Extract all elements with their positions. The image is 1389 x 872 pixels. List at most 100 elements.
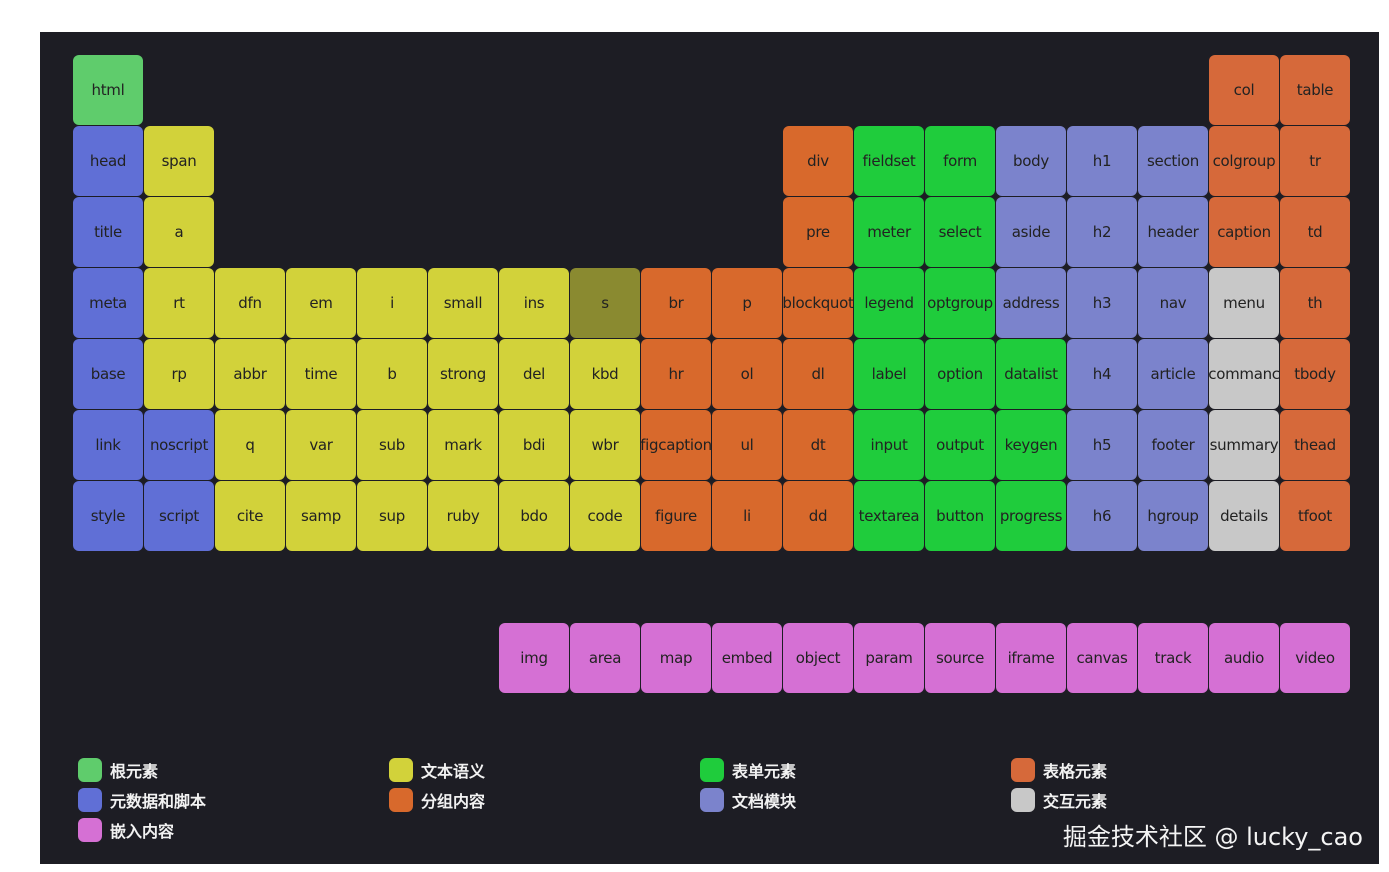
element-cell-iframe: iframe	[996, 623, 1066, 693]
element-cell-output: output	[925, 410, 995, 480]
element-cell-dd: dd	[783, 481, 853, 551]
element-cell-hr: hr	[641, 339, 711, 409]
element-cell-blockquot: blockquot	[783, 268, 853, 338]
element-cell-code: code	[570, 481, 640, 551]
element-cell-td: td	[1280, 197, 1350, 267]
legend-item-text: 文本语义	[389, 758, 485, 782]
element-cell-h4: h4	[1067, 339, 1137, 409]
element-cell-figcaption: figcaption	[641, 410, 711, 480]
element-cell-head: head	[73, 126, 143, 196]
element-cell-nav: nav	[1138, 268, 1208, 338]
legend-label: 交互元素	[1043, 792, 1108, 811]
element-cell-tfoot: tfoot	[1280, 481, 1350, 551]
element-cell-rp: rp	[144, 339, 214, 409]
legend-item-table: 表格元素	[1011, 758, 1107, 782]
element-cell-h3: h3	[1067, 268, 1137, 338]
element-cell-cite: cite	[215, 481, 285, 551]
legend-item-embedded: 嵌入内容	[78, 818, 174, 842]
element-cell-keygen: keygen	[996, 410, 1066, 480]
element-cell-col: col	[1209, 55, 1279, 125]
legend-swatch	[700, 758, 724, 782]
element-cell-noscript: noscript	[144, 410, 214, 480]
legend-label: 元数据和脚本	[110, 792, 207, 811]
element-cell-link: link	[73, 410, 143, 480]
element-cell-colgroup: colgroup	[1209, 126, 1279, 196]
element-cell-base: base	[73, 339, 143, 409]
element-cell-ol: ol	[712, 339, 782, 409]
element-cell-summary: summary	[1209, 410, 1279, 480]
element-cell-pre: pre	[783, 197, 853, 267]
element-cell-samp: samp	[286, 481, 356, 551]
element-cell-time: time	[286, 339, 356, 409]
element-cell-canvas: canvas	[1067, 623, 1137, 693]
element-cell-legend: legend	[854, 268, 924, 338]
element-cell-address: address	[996, 268, 1066, 338]
element-cell-source: source	[925, 623, 995, 693]
element-cell-ruby: ruby	[428, 481, 498, 551]
element-cell-sup: sup	[357, 481, 427, 551]
element-cell-del: del	[499, 339, 569, 409]
element-cell-thead: thead	[1280, 410, 1350, 480]
element-cell-h5: h5	[1067, 410, 1137, 480]
element-cell-article: article	[1138, 339, 1208, 409]
element-cell-hgroup: hgroup	[1138, 481, 1208, 551]
element-cell-span: span	[144, 126, 214, 196]
element-cell-mark: mark	[428, 410, 498, 480]
element-cell-abbr: abbr	[215, 339, 285, 409]
element-cell-button: button	[925, 481, 995, 551]
element-cell-ins: ins	[499, 268, 569, 338]
element-cell-i: i	[357, 268, 427, 338]
element-cell-optgroup: optgroup	[925, 268, 995, 338]
element-cell-fieldset: fieldset	[854, 126, 924, 196]
element-cell-dfn: dfn	[215, 268, 285, 338]
legend-swatch	[389, 788, 413, 812]
element-cell-table: table	[1280, 55, 1350, 125]
element-cell-video: video	[1280, 623, 1350, 693]
element-cell-section: section	[1138, 126, 1208, 196]
element-cell-tr: tr	[1280, 126, 1350, 196]
legend-label: 分组内容	[421, 792, 486, 811]
element-cell-img: img	[499, 623, 569, 693]
legend-item-root: 根元素	[78, 758, 158, 782]
watermark-credit: 掘金技术社区 @ lucky_cao	[1062, 823, 1363, 851]
legend-label: 表单元素	[732, 762, 797, 781]
element-cell-a: a	[144, 197, 214, 267]
element-cell-option: option	[925, 339, 995, 409]
element-cell-div: div	[783, 126, 853, 196]
element-cell-b: b	[357, 339, 427, 409]
element-cell-q: q	[215, 410, 285, 480]
element-cell-kbd: kbd	[570, 339, 640, 409]
element-cell-audio: audio	[1209, 623, 1279, 693]
element-cell-select: select	[925, 197, 995, 267]
element-cell-dt: dt	[783, 410, 853, 480]
element-cell-s: s	[570, 268, 640, 338]
element-cell-details: details	[1209, 481, 1279, 551]
element-cell-aside: aside	[996, 197, 1066, 267]
legend-label: 表格元素	[1043, 762, 1108, 781]
legend-swatch	[1011, 758, 1035, 782]
element-cell-bdo: bdo	[499, 481, 569, 551]
legend-swatch	[389, 758, 413, 782]
element-cell-datalist: datalist	[996, 339, 1066, 409]
periodic-table-panel: html col table head span div fieldset form body h…	[40, 32, 1379, 864]
element-cell-embed: embed	[712, 623, 782, 693]
element-cell-h6: h6	[1067, 481, 1137, 551]
legend-label: 文档模块	[732, 792, 797, 811]
legend-item-section: 文档模块	[700, 788, 796, 812]
element-cell-commanc: commanc	[1209, 339, 1279, 409]
element-cell-small: small	[428, 268, 498, 338]
element-cell-input: input	[854, 410, 924, 480]
element-cell-form: form	[925, 126, 995, 196]
element-cell-ul: ul	[712, 410, 782, 480]
legend-label: 文本语义	[421, 762, 486, 781]
legend-swatch	[78, 818, 102, 842]
legend-swatch	[78, 758, 102, 782]
element-cell-progress: progress	[996, 481, 1066, 551]
element-cell-footer: footer	[1138, 410, 1208, 480]
legend-swatch	[700, 788, 724, 812]
element-cell-header: header	[1138, 197, 1208, 267]
legend-item-meta: 元数据和脚本	[78, 788, 206, 812]
legend-label: 根元素	[110, 762, 159, 781]
element-cell-figure: figure	[641, 481, 711, 551]
element-cell-object: object	[783, 623, 853, 693]
